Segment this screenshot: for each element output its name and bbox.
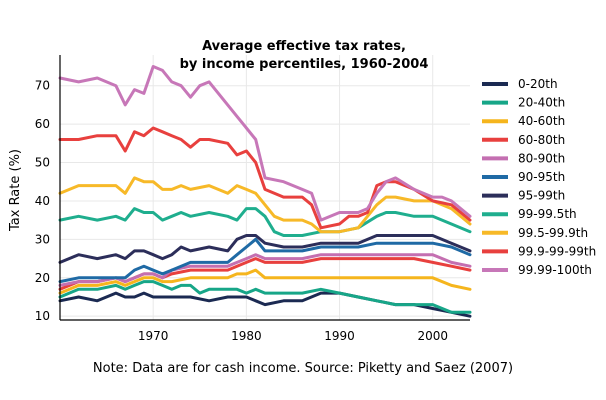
series-line-10: [58, 65, 472, 222]
y-tick-label: 50: [35, 156, 50, 170]
legend-label: 0-20th: [518, 77, 558, 91]
source-note: Note: Data are for cash income. Source: …: [93, 361, 513, 376]
series-line-1: [58, 280, 472, 314]
legend-label: 99.9-99-99th: [518, 244, 596, 258]
x-tick-label: 1990: [324, 329, 355, 343]
y-axis-label: Tax Rate (%): [8, 149, 23, 232]
y-tick-label: 20: [35, 271, 50, 285]
series-lines: [58, 65, 472, 318]
chart-title-line-1: Average effective tax rates,: [202, 39, 406, 54]
chart-title-line-2: by income percentiles, 1960-2004: [180, 57, 429, 72]
series-line-2: [58, 268, 472, 295]
y-tick-label: 60: [35, 117, 50, 131]
gridlines: [60, 55, 470, 320]
y-tick-label: 70: [35, 79, 50, 93]
x-tick-label: 2000: [417, 329, 448, 343]
legend-label: 20-40th: [518, 96, 565, 110]
series-line-7: [58, 207, 472, 237]
x-tick-label: 1980: [231, 329, 262, 343]
tick-labels: 10 20 30 40 50 60 70 1970 1980 1990 2000: [35, 79, 448, 343]
legend-label: 99-99.5th: [518, 207, 577, 221]
legend-label: 40-60th: [518, 114, 565, 128]
x-tick-label: 1970: [138, 329, 169, 343]
y-tick-label: 40: [35, 194, 50, 208]
series-line-8: [58, 176, 472, 234]
y-tick-label: 10: [35, 309, 50, 323]
series-line-4: [58, 253, 472, 287]
legend-label: 99.99-100th: [518, 263, 592, 277]
legend-label: 99.5-99.9th: [518, 226, 588, 240]
legend: 0-20th 20-40th 40-60th 60-80th 80-90th 90-95t…: [482, 77, 596, 277]
series-line-6: [58, 234, 472, 264]
series-line-5: [58, 237, 472, 284]
legend-label: 90-95th: [518, 170, 565, 184]
legend-label: 80-90th: [518, 151, 565, 165]
legend-label: 95-99th: [518, 189, 565, 203]
series-line-9: [58, 126, 472, 230]
y-tick-label: 30: [35, 232, 50, 246]
legend-label: 60-80th: [518, 133, 565, 147]
